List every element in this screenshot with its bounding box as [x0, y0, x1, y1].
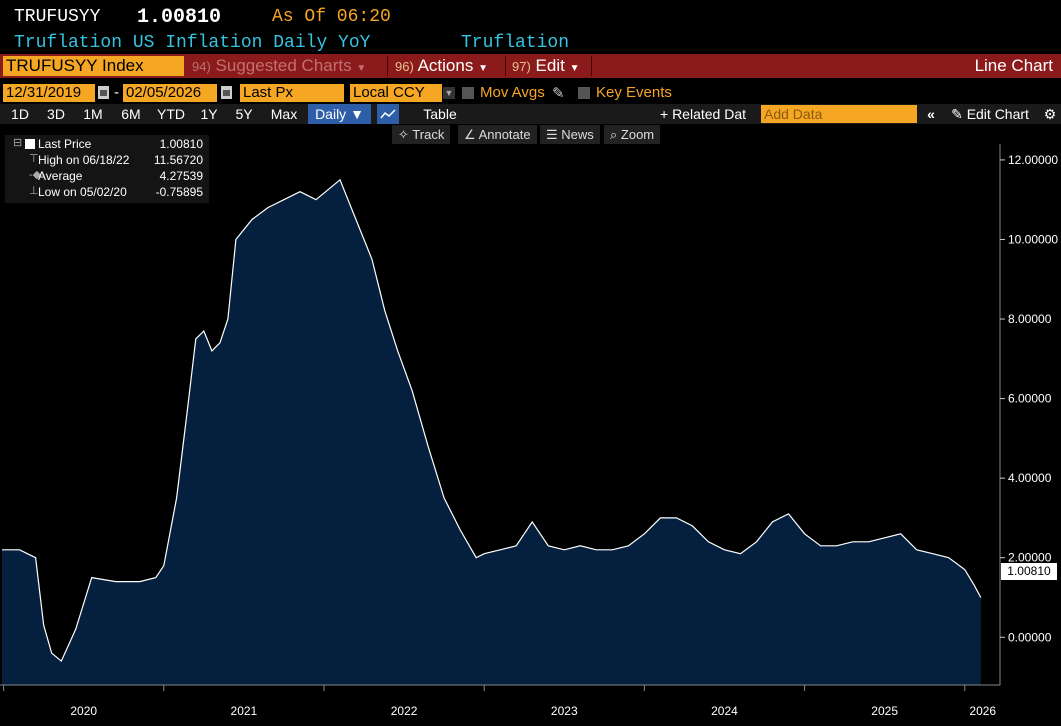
collapse-icon[interactable]: « [927, 106, 935, 122]
menu-divider [591, 56, 592, 76]
price-chart[interactable]: 0.00000 2.00000 4.00000 6.00000 8.00000 10.00… [0, 144, 1061, 726]
x-tick-label: 2022 [391, 704, 418, 718]
range-max-button[interactable]: Max [270, 106, 298, 122]
x-tick-label: 2025 [871, 704, 898, 718]
key-events-label: Key Events [596, 84, 672, 101]
edit-chart-button[interactable]: ✎ Edit Chart [951, 106, 1029, 122]
dropdown-arrow-icon: ▼ [569, 63, 580, 74]
series-area [2, 179, 981, 686]
pencil-icon: ✎ [951, 106, 963, 122]
menu-divider [387, 56, 388, 76]
actions-menu[interactable]: 96) Actions ▼ [395, 56, 488, 75]
related-data-button[interactable]: + Related Dat [660, 106, 746, 122]
suggested-charts-menu[interactable]: 94) Suggested Charts ▼ [192, 56, 367, 75]
x-tick-label: 2024 [711, 704, 738, 718]
edit-menu[interactable]: 97) Edit ▼ [512, 56, 580, 75]
legend-row-low: ⊥ Low on 05/02/20 -0.75895 [29, 185, 203, 199]
dropdown-arrow-icon: ▼ [478, 63, 488, 74]
calendar-icon[interactable] [221, 86, 232, 99]
line-chart-icon[interactable] [377, 104, 399, 124]
calendar-icon[interactable] [98, 86, 109, 99]
annotate-tool[interactable]: ∠ Annotate [458, 125, 537, 144]
legend-row-high: ⊤ High on 06/18/22 11.56720 [29, 153, 203, 167]
last-price: 1.00810 [137, 6, 222, 29]
security-description-row: Truflation US Inflation Daily YoY Trufla… [14, 33, 569, 53]
y-tick-label: 0.00000 [1008, 630, 1052, 644]
key-events-checkbox[interactable] [578, 87, 590, 99]
mov-avgs-checkbox[interactable] [462, 87, 474, 99]
end-date-input[interactable]: 02/05/2026 [123, 84, 217, 102]
dropdown-arrow-icon: ▼ [356, 63, 367, 74]
low-marker-icon: ⊥ [29, 185, 39, 197]
ticker: TRUFUSYY [14, 7, 101, 27]
x-tick-label: 2021 [231, 704, 258, 718]
news-icon: ☰ [546, 127, 558, 142]
range-3d-button[interactable]: 3D [47, 106, 65, 122]
gear-icon[interactable]: ⚙ [1043, 106, 1057, 122]
y-tick-label: 6.00000 [1008, 392, 1052, 406]
menu-divider [505, 56, 506, 76]
chart-legend: ⊟ Last Price 1.00810 ⊤ High on 06/18/22 … [5, 135, 209, 203]
dropdown-arrow-icon[interactable]: ▼ [443, 87, 455, 99]
annotate-icon: ∠ [464, 127, 476, 142]
start-date-input[interactable]: 12/31/2019 [3, 84, 95, 102]
y-tick-label: 8.00000 [1008, 312, 1052, 326]
chart-type-label: Line Chart [974, 56, 1053, 75]
y-tick-label: 10.00000 [1008, 232, 1058, 246]
x-tick-label: 2023 [551, 704, 578, 718]
range-1m-button[interactable]: 1M [83, 106, 103, 122]
crosshair-icon: ✧ [398, 127, 409, 142]
field-select[interactable]: Last Px [240, 84, 344, 102]
news-tool[interactable]: ☰ News [540, 125, 600, 144]
range-1d-button[interactable]: 1D [11, 106, 29, 122]
range-ytd-button[interactable]: YTD [157, 106, 185, 122]
y-tick-label: 12.00000 [1008, 153, 1058, 167]
add-data-input[interactable]: Add Data [761, 105, 917, 123]
range-6m-button[interactable]: 6M [121, 106, 141, 122]
date-separator: - [114, 84, 119, 101]
zoom-icon: ⌕ [610, 127, 618, 142]
last-value-marker: 1.00810 [1001, 563, 1057, 580]
currency-select[interactable]: Local CCY [350, 84, 442, 102]
series-line [2, 178, 982, 663]
security-input[interactable]: TRUFUSYY Index [3, 56, 184, 76]
y-tick-label: 2.00000 [1008, 551, 1052, 565]
menu-bar: TRUFUSYY Index 94) Suggested Charts ▼ 96… [0, 54, 1061, 78]
track-tool[interactable]: ✧ Track [392, 125, 451, 144]
collapse-toggle-icon[interactable]: ⊟ [13, 137, 23, 149]
mov-avgs-label: Mov Avgs [480, 84, 545, 101]
high-marker-icon: ⊤ [29, 153, 39, 165]
range-toolbar: 1D 3D 1M 6M YTD 1Y 5Y Max Daily ▼ Table … [0, 104, 1061, 124]
as-of-time: As Of 06:20 [272, 7, 391, 27]
security-description: Truflation US Inflation Daily YoY [14, 33, 371, 53]
frequency-select[interactable]: Daily ▼ [308, 104, 371, 124]
y-tick-label: 4.00000 [1008, 471, 1052, 485]
legend-row-average: -◆- Average 4.27539 [29, 169, 203, 183]
series-swatch [25, 139, 35, 149]
table-button[interactable]: Table [423, 106, 457, 122]
x-tick-label: 2020 [70, 704, 97, 718]
range-5y-button[interactable]: 5Y [235, 106, 253, 122]
range-1y-button[interactable]: 1Y [200, 106, 218, 122]
average-marker-icon: -◆- [29, 169, 45, 181]
x-tick-label: 2026 [969, 704, 996, 718]
data-source: Truflation [461, 33, 570, 53]
date-range-row: 12/31/2019 - 02/05/2026 Last Px Local CC… [0, 82, 1061, 104]
pencil-icon[interactable]: ✎ [552, 85, 565, 102]
security-header: TRUFUSYY 1.00810 As Of 06:20 [0, 0, 1061, 32]
legend-row-last: ⊟ Last Price 1.00810 [13, 137, 203, 151]
zoom-tool[interactable]: ⌕ Zoom [604, 125, 661, 144]
